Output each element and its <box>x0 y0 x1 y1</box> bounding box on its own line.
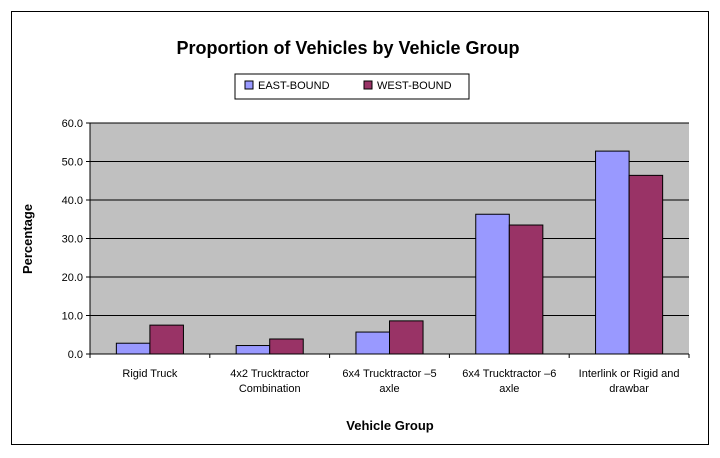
bar-east-bound-4 <box>475 213 510 355</box>
y-tick-label: 40.0 <box>62 195 83 207</box>
x-axis-title: Vehicle Group <box>346 418 433 433</box>
bar-west-bound-2 <box>269 338 304 355</box>
bar-west-bound-4 <box>508 224 544 355</box>
y-tick-label: 20.0 <box>62 272 83 284</box>
legend-box <box>234 73 470 100</box>
bar-east-bound-5 <box>595 150 630 355</box>
bar-west-bound-3 <box>389 320 424 355</box>
legend-swatch-west-bound <box>363 80 373 90</box>
y-axis-title: Percentage <box>20 204 35 274</box>
x-category-label: 4x2 Trucktractor Combination <box>230 368 309 395</box>
x-category-label: Rigid Truck <box>122 368 178 380</box>
bar-east-bound-1 <box>115 342 151 355</box>
bar-east-bound-3 <box>355 331 390 355</box>
legend-label-west-bound: WEST-BOUND <box>377 80 452 92</box>
x-category-label: Interlink or Rigid and drawbar <box>579 368 680 395</box>
y-tick-label: 30.0 <box>62 234 83 246</box>
bar-west-bound-5 <box>628 174 664 355</box>
y-tick-label: 60.0 <box>62 118 83 130</box>
legend-label-east-bound: EAST-BOUND <box>258 80 330 92</box>
y-tick-label: 50.0 <box>62 157 83 169</box>
y-tick-label: 10.0 <box>62 311 83 323</box>
legend: EAST-BOUND WEST-BOUND <box>234 73 470 100</box>
chart-title: Proportion of Vehicles by Vehicle Group <box>176 38 519 58</box>
x-category-label: 6x4 Trucktractor –5 axle <box>342 368 436 395</box>
bar-west-bound-1 <box>149 324 184 355</box>
y-tick-label: 0.0 <box>68 349 83 361</box>
legend-swatch-east-bound <box>244 80 254 90</box>
bar-east-bound-2 <box>235 345 271 355</box>
plot-area: 0.0 10.0 20.0 30.0 40.0 50.0 60.0 Rigid Truck 4x… <box>62 118 690 395</box>
x-category-label: 6x4 Trucktractor –6 axle <box>462 368 556 395</box>
